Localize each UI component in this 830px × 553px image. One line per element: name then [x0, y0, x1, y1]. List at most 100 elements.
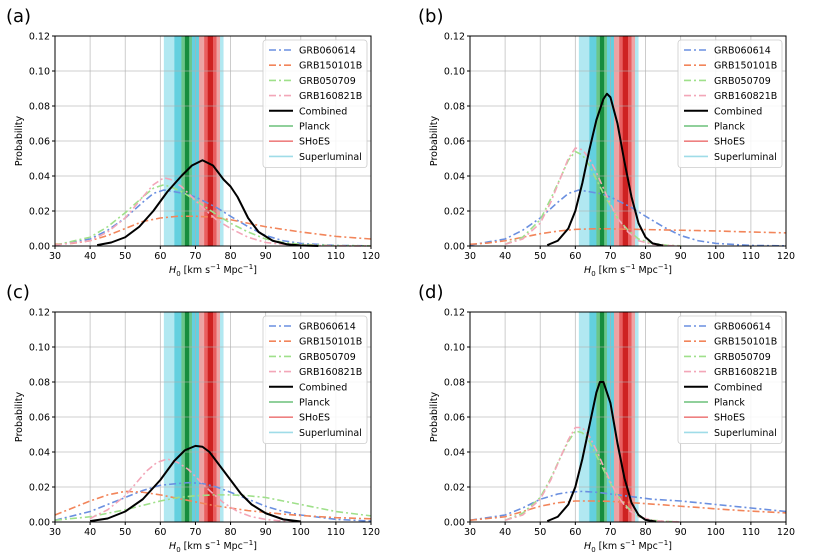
y-tick-label: 0.08 [29, 378, 50, 389]
series-line-grb150101b [469, 228, 787, 246]
x-tick-label: 30 [49, 251, 61, 262]
x-tick-label: 50 [534, 251, 546, 262]
x-tick-label: 60 [569, 527, 581, 538]
panel-2: (c) 30 40 50 60 70 80 90 100 110 120 0.00 0.02 0.04 0.… [6, 282, 380, 553]
legend-box [262, 315, 368, 444]
x-tick-label: 70 [189, 251, 201, 262]
x-axis-label-part: 0 [176, 270, 180, 278]
legend-box [262, 39, 368, 168]
x-axis-label-part: −1 [243, 263, 253, 271]
x-axis-label-part: [km s [181, 265, 211, 276]
x-tick-label: 120 [777, 527, 795, 538]
x-tick-label: 30 [49, 527, 61, 538]
x-axis-label-part: [km s [596, 541, 626, 552]
legend-label: GRB050709 [714, 76, 771, 87]
panel-label: (c) [6, 282, 30, 303]
x-axis-label-part: ] [668, 265, 672, 276]
x-tick-label: 90 [260, 251, 272, 262]
x-axis-label-part: 0 [176, 546, 180, 553]
legend-label: Superluminal [714, 152, 777, 163]
series-line-grb150101b [54, 490, 372, 520]
legend-label: GRB160821B [714, 91, 777, 102]
y-tick-label: 0.02 [29, 207, 50, 218]
series-line-grb060614 [54, 481, 372, 522]
x-tick-label: 40 [84, 251, 96, 262]
legend-label: Combined [299, 106, 347, 117]
x-axis-label-part: H [584, 541, 591, 552]
x-tick-label: 40 [84, 527, 96, 538]
series-line-grb150101b [54, 215, 372, 246]
y-tick-label: 0.00 [29, 242, 50, 253]
x-axis-label: H0 [km s−1 Mpc−1] [169, 263, 257, 278]
y-tick-label: 0.12 [29, 32, 50, 43]
x-tick-label: 60 [154, 527, 166, 538]
x-axis-label-part: 0 [591, 270, 595, 278]
y-tick-label: 0.02 [444, 483, 465, 494]
x-tick-label: 70 [604, 251, 616, 262]
x-axis-label-part: H [169, 541, 176, 552]
x-tick-label: 90 [675, 251, 687, 262]
legend-label: Planck [299, 122, 330, 133]
series-line-grb150101b [469, 500, 787, 522]
series-line-grb160821b [504, 426, 681, 523]
series-line-grb160821b [89, 458, 301, 523]
y-tick-label: 0.12 [29, 308, 50, 319]
legend-label: GRB050709 [299, 76, 356, 87]
panel-label: (a) [6, 6, 31, 27]
y-tick-label: 0.04 [29, 448, 50, 459]
legend-label: Combined [299, 382, 347, 393]
x-tick-label: 60 [154, 251, 166, 262]
x-axis-label-part: Mpc [220, 541, 242, 552]
legend-label: GRB050709 [299, 352, 356, 363]
x-axis-label-part: H [169, 265, 176, 276]
x-tick-label: 100 [707, 251, 725, 262]
series-line-combined [96, 159, 319, 247]
legend-label: Planck [299, 398, 330, 409]
x-tick-label: 50 [119, 251, 131, 262]
series-line-combined [546, 381, 657, 523]
x-axis-label-part: ] [253, 541, 257, 552]
legend-label: Planck [714, 122, 745, 133]
legend-label: Planck [714, 398, 745, 409]
y-axis-label: Probability [429, 392, 440, 443]
x-axis-label-part: [km s [596, 265, 626, 276]
x-axis-label-part: −1 [243, 539, 253, 547]
legend-label: GRB160821B [299, 367, 362, 378]
x-tick-label: 30 [464, 527, 476, 538]
x-tick-label: 120 [362, 527, 380, 538]
panel-label: (d) [418, 282, 443, 303]
x-axis-label-part: H [584, 265, 591, 276]
x-axis-label-part: [km s [181, 541, 211, 552]
y-tick-label: 0.04 [444, 172, 465, 183]
x-tick-label: 90 [260, 527, 272, 538]
x-axis-label-part: 0 [591, 546, 595, 553]
y-tick-label: 0.00 [444, 518, 465, 529]
panel-1: (b) 30 40 50 60 70 80 90 100 110 120 0.00 0.02 0.04 0.… [418, 6, 795, 278]
y-tick-label: 0.06 [444, 137, 465, 148]
x-axis-label-part: Mpc [635, 541, 657, 552]
x-axis-label-part: −1 [210, 539, 220, 547]
legend-label: SHoES [299, 137, 330, 148]
y-tick-label: 0.04 [444, 448, 465, 459]
legend-label: GRB150101B [714, 337, 777, 348]
x-axis-label-part: −1 [625, 263, 635, 271]
x-tick-label: 110 [327, 251, 345, 262]
x-axis-label-part: ] [668, 541, 672, 552]
y-tick-label: 0.06 [29, 413, 50, 424]
x-axis-label-part: Mpc [220, 265, 242, 276]
panel-label: (b) [418, 6, 443, 27]
x-axis-label: H0 [km s−1 Mpc−1] [169, 539, 257, 553]
x-axis-label: H0 [km s−1 Mpc−1] [584, 539, 672, 553]
legend-label: SHoES [714, 137, 745, 148]
legend-label: GRB060614 [714, 322, 771, 333]
legend-label: SHoES [299, 413, 330, 424]
legend-label: GRB150101B [714, 61, 777, 72]
legend-label: GRB050709 [714, 352, 771, 363]
x-axis-label-part: −1 [210, 263, 220, 271]
x-tick-label: 100 [292, 251, 310, 262]
y-tick-label: 0.00 [29, 518, 50, 529]
series-line-grb160821b [504, 147, 681, 247]
legend-label: GRB060614 [299, 322, 356, 333]
y-tick-label: 0.10 [444, 67, 465, 78]
